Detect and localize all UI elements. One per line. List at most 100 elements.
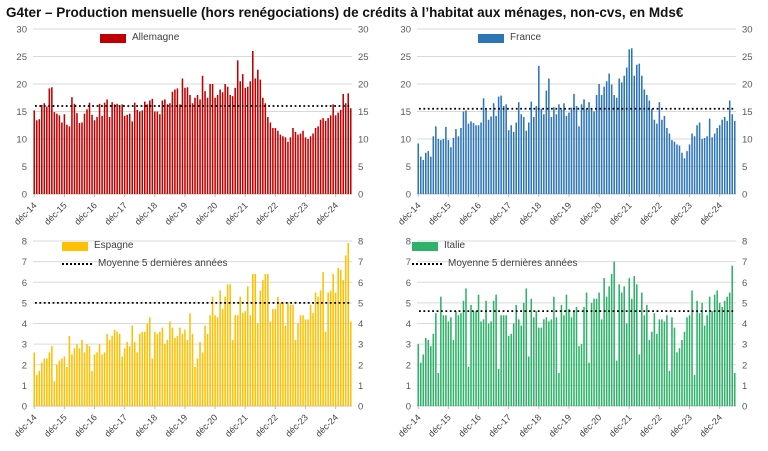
- svg-text:5: 5: [22, 162, 27, 173]
- svg-text:déc-23: déc-23: [283, 200, 310, 227]
- svg-text:1: 1: [742, 381, 747, 392]
- svg-text:déc-20: déc-20: [193, 200, 220, 227]
- legend-mean-label-espagne: Moyenne 5 dernières années: [98, 258, 228, 269]
- svg-text:déc-17: déc-17: [487, 412, 514, 439]
- svg-text:15: 15: [742, 107, 753, 118]
- svg-text:8: 8: [406, 237, 411, 248]
- svg-text:3: 3: [406, 340, 411, 351]
- svg-text:0: 0: [22, 190, 27, 201]
- svg-text:6: 6: [22, 278, 27, 289]
- legend-swatch-france-icon: [478, 33, 504, 43]
- svg-text:20: 20: [16, 80, 27, 91]
- svg-text:20: 20: [358, 80, 369, 91]
- svg-text:déc-21: déc-21: [607, 200, 634, 227]
- legend-label-italie: Italie: [444, 240, 466, 251]
- svg-text:3: 3: [22, 340, 27, 351]
- svg-text:déc-22: déc-22: [637, 412, 664, 439]
- svg-text:déc-21: déc-21: [223, 412, 250, 439]
- svg-text:déc-23: déc-23: [283, 412, 310, 439]
- svg-text:0: 0: [358, 402, 363, 413]
- svg-text:0: 0: [742, 402, 747, 413]
- svg-text:4: 4: [406, 319, 411, 330]
- svg-text:30: 30: [16, 25, 27, 36]
- svg-text:5: 5: [22, 298, 27, 309]
- svg-text:déc-15: déc-15: [42, 200, 69, 227]
- legend-mean-italie: Moyenne 5 dernières années: [412, 258, 578, 270]
- legend-swatch-italie-icon: [412, 241, 438, 251]
- svg-text:15: 15: [16, 107, 27, 118]
- chart-france: 0 0 5 5 10 10 15 15 20 20 25 25 30 30 déc-14 déc-15 déc-…: [384, 22, 768, 234]
- svg-text:30: 30: [742, 25, 753, 36]
- svg-text:déc-16: déc-16: [72, 412, 99, 439]
- svg-text:déc-14: déc-14: [12, 412, 39, 439]
- svg-text:10: 10: [400, 135, 411, 146]
- svg-text:0: 0: [742, 190, 747, 201]
- svg-text:5: 5: [742, 298, 747, 309]
- svg-text:8: 8: [22, 237, 27, 248]
- svg-text:déc-15: déc-15: [42, 412, 69, 439]
- svg-text:4: 4: [358, 319, 363, 330]
- svg-text:6: 6: [358, 278, 363, 289]
- svg-text:15: 15: [400, 107, 411, 118]
- svg-text:déc-14: déc-14: [396, 412, 423, 439]
- svg-text:0: 0: [22, 402, 27, 413]
- charts-grid: 0 0 5 5 10 10 15 15 20 20 25 25 30 30 déc-14 déc-15 déc-…: [0, 22, 768, 447]
- svg-text:4: 4: [742, 319, 747, 330]
- svg-text:déc-24: déc-24: [698, 412, 725, 439]
- svg-text:déc-21: déc-21: [607, 412, 634, 439]
- svg-text:4: 4: [22, 319, 27, 330]
- svg-text:7: 7: [358, 257, 363, 268]
- legend-france: France: [478, 32, 541, 44]
- svg-text:0: 0: [406, 190, 411, 201]
- svg-text:déc-18: déc-18: [517, 200, 544, 227]
- dotted-line-icon: [412, 263, 442, 265]
- legend-espagne: Espagne: [62, 240, 133, 252]
- svg-text:20: 20: [742, 80, 753, 91]
- svg-text:2: 2: [742, 360, 747, 371]
- legend-italie: Italie: [412, 240, 465, 252]
- svg-text:25: 25: [742, 52, 753, 63]
- legend-mean-label-italie: Moyenne 5 dernières années: [448, 258, 578, 269]
- svg-text:1: 1: [406, 381, 411, 392]
- svg-text:0: 0: [358, 190, 363, 201]
- svg-text:25: 25: [400, 52, 411, 63]
- svg-text:déc-17: déc-17: [103, 200, 130, 227]
- svg-text:déc-16: déc-16: [456, 200, 483, 227]
- svg-text:déc-16: déc-16: [456, 412, 483, 439]
- svg-text:déc-22: déc-22: [253, 412, 280, 439]
- svg-text:8: 8: [358, 237, 363, 248]
- svg-text:déc-21: déc-21: [223, 200, 250, 227]
- svg-text:25: 25: [16, 52, 27, 63]
- svg-text:déc-18: déc-18: [517, 412, 544, 439]
- svg-text:déc-15: déc-15: [426, 200, 453, 227]
- svg-text:10: 10: [16, 135, 27, 146]
- svg-text:déc-17: déc-17: [103, 412, 130, 439]
- svg-text:6: 6: [406, 278, 411, 289]
- legend-allemagne: Allemagne: [100, 32, 179, 44]
- svg-text:3: 3: [742, 340, 747, 351]
- svg-text:déc-18: déc-18: [133, 412, 160, 439]
- svg-text:8: 8: [742, 237, 747, 248]
- svg-text:6: 6: [742, 278, 747, 289]
- svg-text:10: 10: [358, 135, 369, 146]
- svg-text:7: 7: [406, 257, 411, 268]
- svg-text:déc-15: déc-15: [426, 412, 453, 439]
- svg-text:5: 5: [406, 298, 411, 309]
- svg-text:déc-16: déc-16: [72, 200, 99, 227]
- svg-text:déc-18: déc-18: [133, 200, 160, 227]
- legend-mean-espagne: Moyenne 5 dernières années: [62, 258, 228, 270]
- svg-text:déc-23: déc-23: [667, 200, 694, 227]
- svg-text:5: 5: [406, 162, 411, 173]
- svg-text:5: 5: [358, 162, 363, 173]
- svg-text:déc-14: déc-14: [12, 200, 39, 227]
- svg-text:déc-24: déc-24: [314, 200, 341, 227]
- svg-text:15: 15: [358, 107, 369, 118]
- svg-text:déc-22: déc-22: [253, 200, 280, 227]
- svg-text:5: 5: [358, 298, 363, 309]
- svg-text:déc-20: déc-20: [577, 200, 604, 227]
- svg-text:déc-19: déc-19: [547, 200, 574, 227]
- svg-text:déc-24: déc-24: [314, 412, 341, 439]
